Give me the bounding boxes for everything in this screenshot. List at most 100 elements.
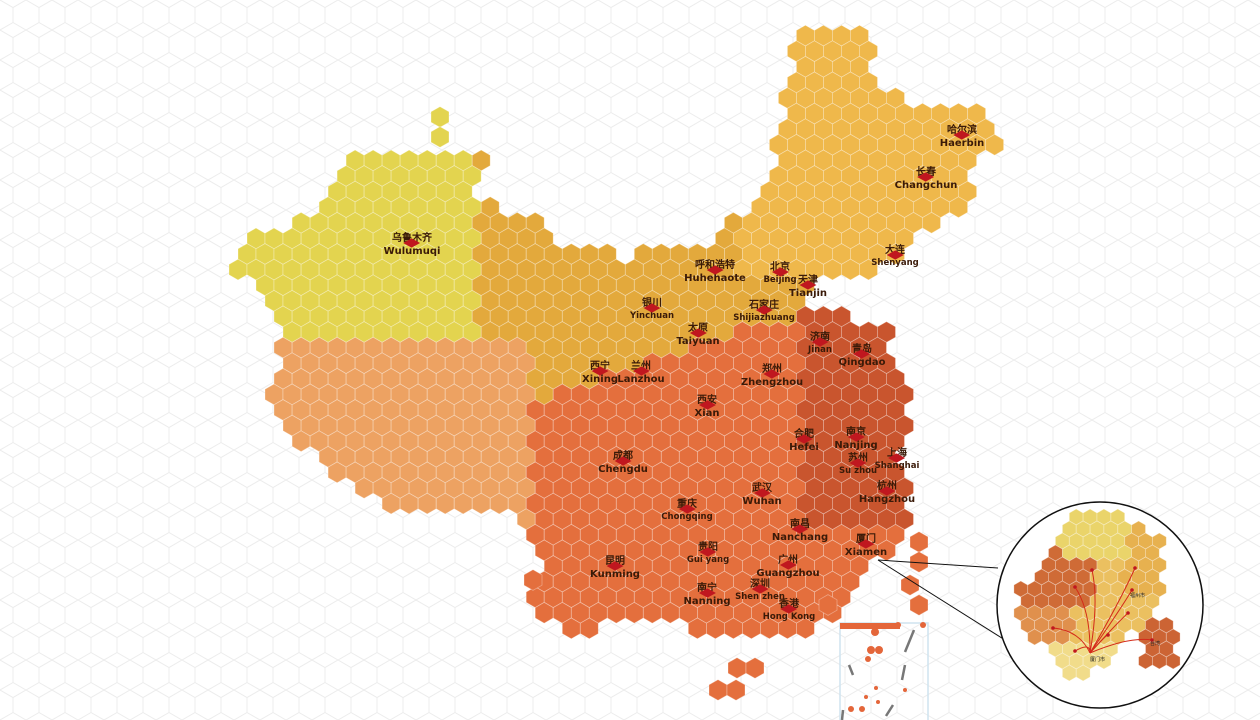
city-name-en: Taiyuan: [676, 335, 720, 347]
hex-cell: [579, 617, 599, 640]
island-dot: [864, 695, 868, 699]
hex-cell: [818, 594, 838, 616]
city-name-en: Jinan: [808, 344, 832, 355]
hex-cell: [922, 211, 941, 234]
city-label[interactable]: 成都Chengdu: [598, 451, 648, 475]
island-dot: [903, 688, 907, 692]
inset-label: 福州市: [1130, 592, 1145, 599]
city-name-en: Xining: [582, 373, 618, 385]
city-name-en: Tianjin: [788, 287, 828, 299]
city-label[interactable]: 太原Taiyuan: [676, 323, 720, 347]
hex-cell: [796, 617, 815, 640]
city-label[interactable]: 乌鲁木齐Wulumuqi: [383, 233, 441, 257]
inset-label: 厦门市: [1090, 656, 1105, 663]
route-node: [1051, 626, 1055, 630]
city-name-en: Zhengzhou: [740, 376, 804, 388]
city-name-en: Nanchang: [771, 531, 829, 543]
inset-label: 台湾: [1150, 640, 1160, 647]
city-name-en: Qingdao: [838, 356, 886, 368]
city-label[interactable]: 济南Jinan: [808, 332, 832, 355]
hex-cell: [900, 574, 920, 596]
city-name-en: Chongqing: [661, 511, 713, 522]
dash-line: [840, 709, 845, 720]
city-label[interactable]: 大连Shenyang: [871, 245, 919, 268]
south-china-sea-inset: [839, 622, 929, 720]
route-node: [1073, 585, 1077, 589]
route-line: [1089, 589, 1133, 654]
city-name-en: Wuhan: [742, 495, 782, 507]
hex-cell: [859, 258, 878, 281]
hex-cell: [909, 594, 929, 616]
city-name-en: Shanghai: [874, 460, 920, 471]
city-label[interactable]: 西宁Xining: [582, 361, 618, 385]
island-dot: [895, 622, 901, 628]
city-label[interactable]: 广州Guangzhou: [756, 555, 820, 579]
city-name-en: Changchun: [894, 179, 958, 191]
route-line: [1074, 586, 1091, 654]
route-node: [1133, 566, 1137, 570]
city-name-en: Shenyang: [871, 257, 919, 268]
hex-cell: [523, 569, 543, 591]
city-name-en: Su zhou: [838, 465, 878, 476]
dash-line: [900, 664, 907, 681]
city-label[interactable]: 呼和浩特Huhehaote: [684, 260, 746, 284]
city-label[interactable]: 重庆Chongqing: [661, 499, 713, 522]
city-label[interactable]: 石家庄Shijiazhuang: [733, 300, 795, 322]
city-name-en: Yinchuan: [629, 310, 675, 321]
city-label[interactable]: 香港Hong Kong: [763, 599, 815, 621]
island-dot: [871, 628, 879, 636]
city-label[interactable]: 青岛Qingdao: [838, 344, 886, 368]
city-label[interactable]: 长春Changchun: [894, 167, 958, 191]
hex-cell: [430, 126, 450, 148]
city-label[interactable]: 苏州Su zhou: [838, 453, 878, 476]
city-name-en: Wulumuqi: [383, 245, 441, 257]
city-name-en: Gui yang: [686, 554, 730, 565]
city-label[interactable]: 南宁Nanning: [683, 583, 731, 607]
route-node: [1106, 633, 1110, 637]
city-name-en: Xiamen: [844, 546, 888, 558]
city-label[interactable]: 西安Xian: [694, 395, 720, 419]
city-label[interactable]: 上海Shanghai: [874, 448, 920, 471]
city-label[interactable]: 南京Nanjing: [834, 427, 877, 451]
city-label[interactable]: 天津Tianjin: [788, 275, 828, 299]
city-label[interactable]: 兰州Lanzhou: [617, 361, 665, 385]
city-name-en: Huhehaote: [684, 272, 746, 284]
route-node: [1073, 649, 1077, 653]
city-label[interactable]: 北京Beijing: [763, 262, 796, 284]
hex-cell: [909, 551, 929, 573]
city-label[interactable]: 合肥Hefei: [789, 429, 819, 453]
city-label[interactable]: 南昌Nanchang: [771, 519, 829, 543]
hex-cell: [1165, 652, 1181, 670]
route-line: [1089, 638, 1153, 654]
city-name-en: Lanzhou: [617, 373, 665, 385]
hex-cell: [745, 657, 765, 679]
city-name-en: Chengdu: [598, 463, 648, 475]
city-name-en: Hangzhou: [858, 493, 916, 505]
route-line: [1089, 569, 1096, 654]
city-label[interactable]: 银川Yinchuan: [629, 298, 675, 321]
city-label[interactable]: 深圳Shen zhen: [735, 579, 785, 601]
city-name-en: Xian: [694, 407, 720, 419]
hex-cell: [949, 196, 968, 219]
hex-cell: [726, 679, 746, 701]
island-dot: [859, 706, 865, 712]
island-dot: [875, 646, 883, 654]
route-line: [1074, 646, 1091, 654]
city-label[interactable]: 郑州Zhengzhou: [740, 364, 804, 388]
city-name-en: Nanning: [683, 595, 731, 607]
city-label[interactable]: 杭州Hangzhou: [858, 481, 916, 505]
hex-cells: [228, 24, 1004, 701]
city-label[interactable]: 哈尔滨Haerbin: [940, 125, 985, 149]
city-label[interactable]: 厦门Xiamen: [844, 534, 888, 558]
island-dot: [874, 686, 878, 690]
city-name-en: Guangzhou: [756, 567, 820, 579]
city-label[interactable]: 贵阳Gui yang: [686, 542, 730, 565]
route-line: [1052, 627, 1091, 654]
city-label[interactable]: 武汉Wuhan: [742, 483, 782, 507]
route-node: [1150, 638, 1154, 642]
dash-line: [847, 664, 855, 676]
city-label[interactable]: 昆明Kunming: [590, 556, 640, 580]
city-name-en: Hefei: [789, 441, 819, 453]
island-dot: [865, 656, 871, 662]
